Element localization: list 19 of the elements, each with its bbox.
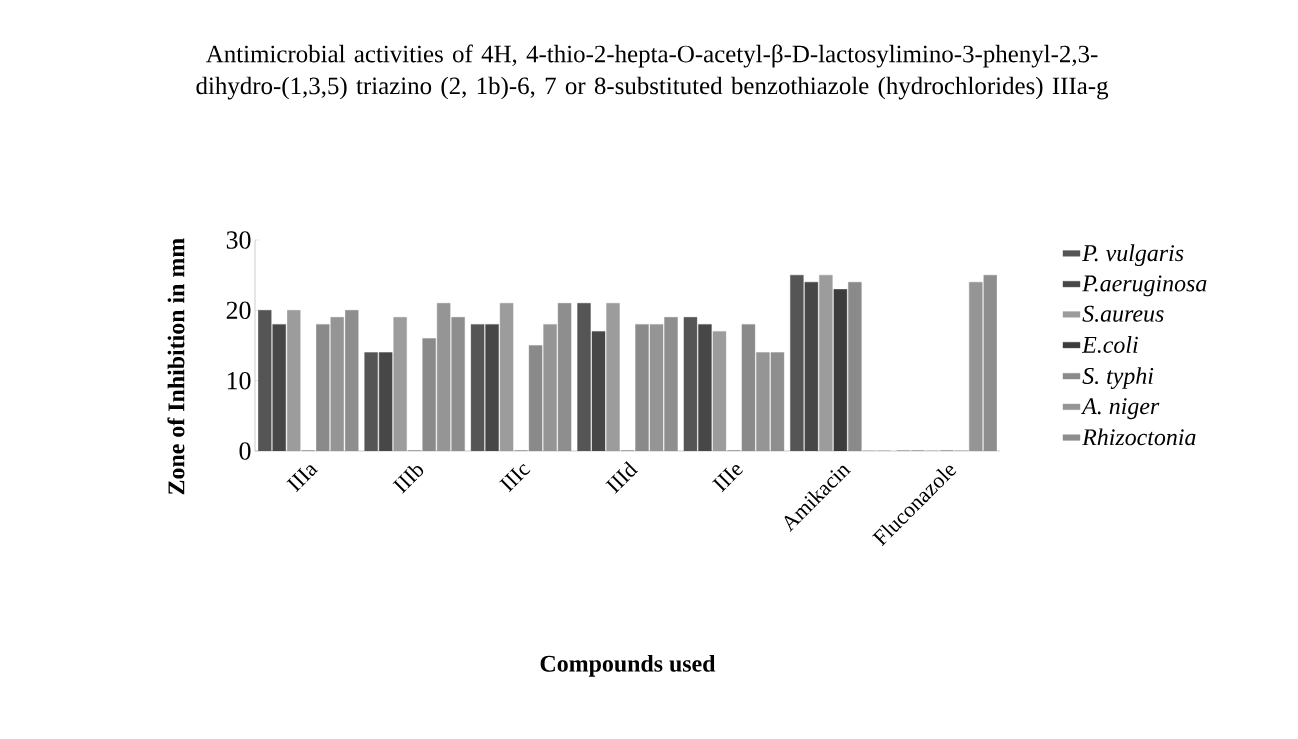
x-tick-label: IIIc bbox=[499, 463, 531, 493]
legend-label: P.aeruginosa bbox=[1082, 275, 1207, 297]
y-axis-title: Zone of Inhibition in mm bbox=[167, 238, 185, 495]
y-tick-label: 0 bbox=[239, 442, 251, 460]
legend-label: P. vulgaris bbox=[1082, 244, 1184, 267]
x-tick-label: IIId bbox=[605, 461, 639, 494]
y-tick-label: 30 bbox=[226, 231, 251, 249]
legend-label: S. typhi bbox=[1082, 367, 1154, 389]
x-tick-label: IIIb bbox=[392, 465, 424, 494]
legend-label: A. niger bbox=[1080, 398, 1160, 420]
x-tick-label: IIIa bbox=[286, 465, 319, 493]
chart-title: Antimicrobial activities of 4H, 4-thio-2-hepta-O-acetyl-β-D-lactosylimino-3-phenyl-2,3-dihydro-(1,3,5) triazino (2, 1b)-6, 7 or 8-substituted benzothiazole (hydrochlorides) IIIa-g bbox=[196, 44, 1109, 100]
x-tick-label: IIIe bbox=[712, 465, 743, 493]
legend-label: Rhizoctonia bbox=[1082, 428, 1196, 446]
legend-label: S.aureus bbox=[1082, 305, 1164, 322]
y-tick-label: 10 bbox=[227, 371, 251, 390]
y-tick-label: 20 bbox=[226, 301, 251, 320]
legend-label: E.coli bbox=[1081, 336, 1138, 353]
x-axis-title: Compounds used bbox=[540, 654, 716, 677]
